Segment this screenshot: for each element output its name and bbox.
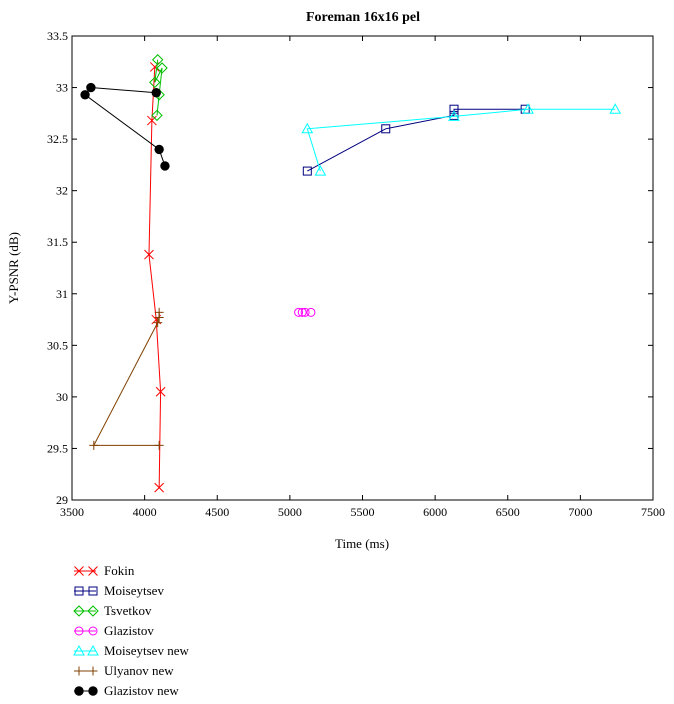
data-point xyxy=(448,110,460,121)
data-point xyxy=(154,440,164,450)
data-point xyxy=(155,386,166,397)
data-point xyxy=(297,307,307,317)
legend-item: Moiseytsev new xyxy=(73,643,189,658)
data-point xyxy=(87,605,99,617)
data-point xyxy=(154,482,165,493)
x-tick-label: 7500 xyxy=(641,505,665,519)
data-point xyxy=(88,666,98,676)
data-point xyxy=(153,318,163,328)
chart-title: Foreman 16x16 pel xyxy=(306,10,420,25)
y-tick-label: 32.5 xyxy=(47,132,68,146)
data-point xyxy=(74,686,84,696)
data-point xyxy=(147,115,157,126)
data-point xyxy=(522,103,534,114)
x-tick-label: 7000 xyxy=(568,505,592,519)
x-tick-label: 6000 xyxy=(423,505,447,519)
data-point xyxy=(381,124,391,134)
data-point xyxy=(89,440,99,450)
data-point xyxy=(609,103,622,114)
series-fokin xyxy=(144,62,166,493)
legend-item: Glazistov new xyxy=(74,683,179,698)
data-point xyxy=(160,161,170,171)
legend-label: Tsvetkov xyxy=(104,603,152,618)
legend-item: Fokin xyxy=(74,563,135,578)
x-tick-label: 5000 xyxy=(278,505,302,519)
data-point xyxy=(151,109,163,122)
y-tick-label: 29.5 xyxy=(47,441,68,455)
series-line xyxy=(307,108,526,172)
series-line xyxy=(92,312,160,446)
data-point xyxy=(149,76,161,89)
x-tick-label: 6500 xyxy=(496,505,520,519)
legend-label: Ulyanov new xyxy=(104,663,174,678)
legend-label: Moiseytsev xyxy=(104,583,164,598)
series-glazistov xyxy=(294,307,316,317)
series-line xyxy=(154,59,163,116)
legend: Fokin Moiseytsev Tsvetkov Glazistov Moiseyts… xyxy=(73,563,189,698)
data-point xyxy=(294,307,304,317)
legend-item: Moiseytsev xyxy=(74,583,164,598)
data-point xyxy=(302,166,312,176)
data-point xyxy=(88,566,98,576)
legend-item: Tsvetkov xyxy=(73,603,152,618)
data-point xyxy=(154,307,164,317)
legend-label: Glazistov xyxy=(104,623,154,638)
series-glazistov-new xyxy=(80,82,170,171)
x-tick-label: 3500 xyxy=(60,505,84,519)
data-point xyxy=(73,605,85,617)
data-point xyxy=(80,90,90,100)
data-point xyxy=(301,122,314,134)
data-point xyxy=(74,586,84,596)
y-tick-label: 30 xyxy=(56,390,68,404)
series-moiseytsev xyxy=(302,104,530,176)
data-point xyxy=(300,307,310,317)
y-tick-label: 32 xyxy=(56,184,68,198)
data-point xyxy=(74,566,84,576)
data-point xyxy=(88,586,98,596)
y-tick-label: 29 xyxy=(56,493,68,507)
data-point xyxy=(88,626,98,636)
x-tick-label: 5500 xyxy=(351,505,375,519)
data-point xyxy=(86,82,96,93)
legend-item: Glazistov xyxy=(74,623,154,638)
data-point xyxy=(154,144,164,155)
data-point xyxy=(151,88,161,98)
plot-area-frame xyxy=(71,35,654,501)
y-tick-label: 33.5 xyxy=(47,29,68,43)
data-point xyxy=(314,165,327,176)
x-tick-label: 4500 xyxy=(205,505,229,519)
data-point xyxy=(87,644,99,656)
data-point xyxy=(306,307,316,317)
series-line xyxy=(148,66,162,488)
legend-item: Ulyanov new xyxy=(74,663,174,678)
data-point xyxy=(73,644,85,656)
series-moiseytsev-new xyxy=(301,103,622,176)
x-axis-label: Time (ms) xyxy=(335,536,389,551)
y-tick-label: 30.5 xyxy=(47,338,68,352)
y-tick-label: 31.5 xyxy=(47,235,68,249)
data-point xyxy=(151,54,164,66)
y-tick-label: 31 xyxy=(56,287,68,301)
series-line xyxy=(306,108,616,172)
legend-label: Moiseytsev new xyxy=(104,643,189,658)
data-point xyxy=(74,626,84,636)
legend-label: Glazistov new xyxy=(104,683,179,698)
data-point xyxy=(88,686,98,696)
x-tick-label: 4000 xyxy=(133,505,157,519)
y-axis-label: Y-PSNR (dB) xyxy=(6,232,21,304)
data-point xyxy=(156,62,168,74)
legend-label: Fokin xyxy=(104,563,135,578)
data-point xyxy=(144,249,154,260)
series-ulyanov-new xyxy=(89,307,164,450)
data-point xyxy=(449,104,459,114)
data-point xyxy=(74,666,84,676)
y-tick-label: 33 xyxy=(56,81,68,95)
